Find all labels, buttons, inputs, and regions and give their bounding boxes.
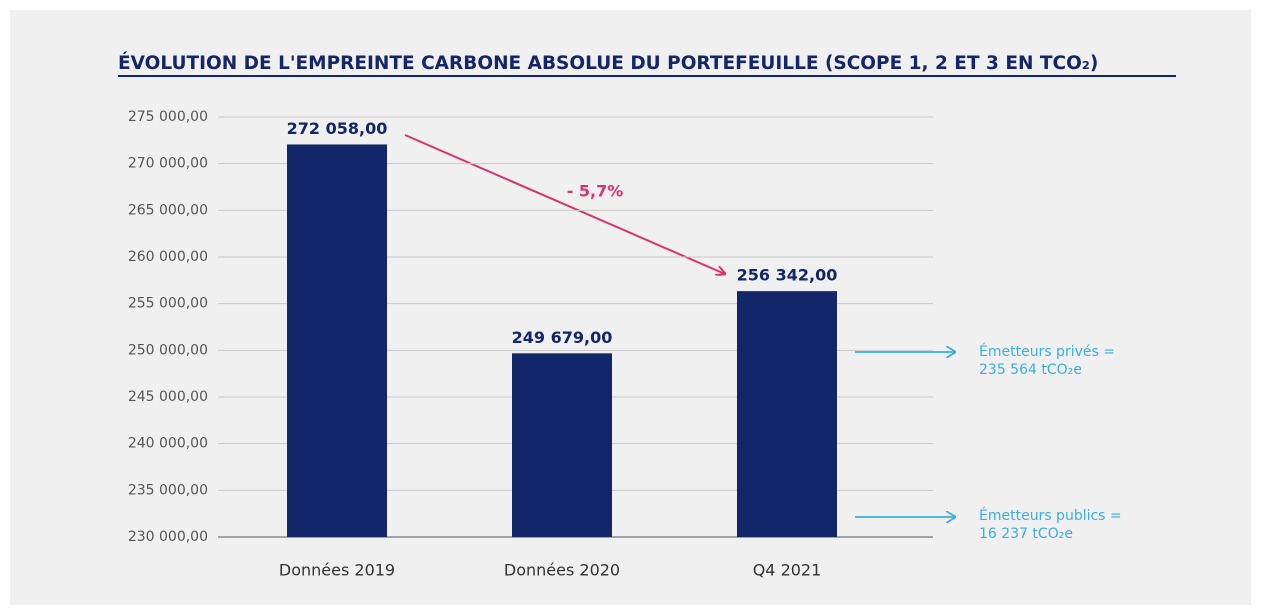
- y-tick-label: 260 000,00: [128, 249, 208, 265]
- y-tick-label: 230 000,00: [128, 529, 208, 545]
- y-tick-label: 270 000,00: [128, 156, 208, 172]
- y-tick-label: 250 000,00: [128, 342, 208, 358]
- x-tick-label: Données 2020: [504, 561, 620, 580]
- chart-title: ÉVOLUTION DE L'EMPREINTE CARBONE ABSOLUE…: [118, 52, 1098, 74]
- public-label: 16 237 tCO₂e: [979, 526, 1073, 542]
- x-tick-label: Données 2019: [279, 561, 395, 580]
- value-label: 272 058,00: [287, 119, 388, 138]
- y-tick-label: 240 000,00: [128, 436, 208, 452]
- private-label: Émetteurs privés =: [979, 343, 1115, 360]
- y-tick-label: 255 000,00: [128, 296, 208, 312]
- trend-arrow: [404, 134, 725, 274]
- x-tick-label: Q4 2021: [753, 561, 822, 580]
- y-tick-label: 265 000,00: [128, 202, 208, 218]
- y-tick-label: 245 000,00: [128, 389, 208, 405]
- change-label: - 5,7%: [567, 182, 624, 201]
- public-label: Émetteurs publics =: [979, 507, 1122, 524]
- bar: [512, 353, 612, 537]
- bar: [737, 291, 837, 537]
- bar: [287, 144, 387, 537]
- y-tick-label: 235 000,00: [128, 482, 208, 498]
- background: [10, 10, 1251, 605]
- value-label: 256 342,00: [737, 266, 838, 285]
- value-label: 249 679,00: [512, 328, 613, 347]
- private-label: 235 564 tCO₂e: [979, 362, 1082, 378]
- y-tick-label: 275 000,00: [128, 109, 208, 125]
